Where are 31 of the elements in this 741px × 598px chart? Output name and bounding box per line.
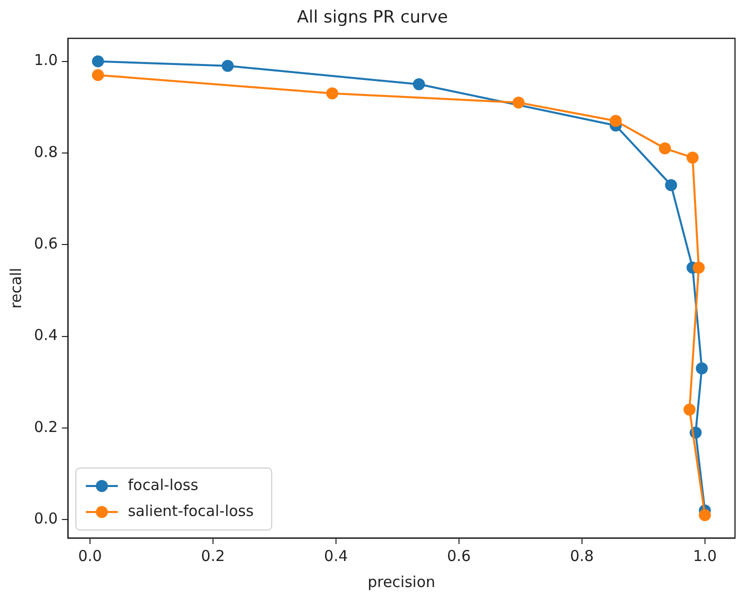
y-tick-label: 0.6 xyxy=(34,234,58,253)
legend-label: focal-loss xyxy=(128,476,198,494)
y-tick-label: 0.0 xyxy=(34,510,58,528)
point xyxy=(686,152,699,164)
y-tick-label: 0.8 xyxy=(34,142,58,161)
point xyxy=(692,262,705,274)
y-tick-label: 1.0 xyxy=(34,51,58,70)
x-tick-label: 0.6 xyxy=(446,546,471,565)
x-tick-label: 0.2 xyxy=(201,546,225,565)
point xyxy=(610,114,622,127)
x-tick-label: 0.8 xyxy=(570,546,594,565)
point xyxy=(665,179,678,192)
point xyxy=(512,96,525,109)
y-axis-title: recall xyxy=(6,268,25,309)
point xyxy=(222,60,234,72)
x-tick-label: 0.4 xyxy=(324,546,348,565)
point xyxy=(412,78,425,90)
y-tick-label: 0.4 xyxy=(34,326,58,344)
point xyxy=(696,362,708,374)
legend-label: salient-focal-loss xyxy=(128,502,254,520)
point xyxy=(92,69,104,82)
point xyxy=(698,509,711,522)
y-tick-label: 0.2 xyxy=(34,418,58,436)
x-tick-label: 0.0 xyxy=(78,546,102,565)
point xyxy=(92,55,104,68)
x-tick-label: 1.0 xyxy=(692,546,717,565)
chart-title: All signs PR curve xyxy=(297,8,448,28)
point xyxy=(684,404,696,416)
x-axis-title: precision xyxy=(368,572,436,591)
point xyxy=(326,87,338,100)
point xyxy=(658,142,671,154)
